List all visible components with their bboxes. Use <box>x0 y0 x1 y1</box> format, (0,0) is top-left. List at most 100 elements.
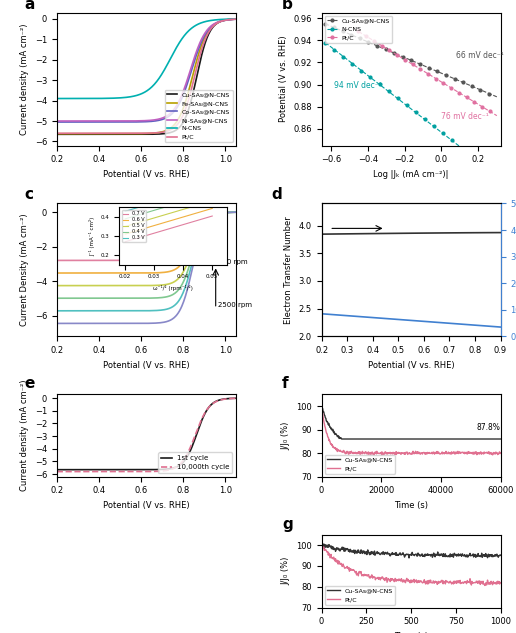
Line: N-CNS: N-CNS <box>57 19 236 99</box>
Co-SAs@N-CNS <box>163 114 169 122</box>
1st cycle <box>160 465 166 473</box>
Pt/C <box>54 130 60 137</box>
N-CNS <box>457 143 463 151</box>
Cu-SAs@N-CNS <box>338 436 345 443</box>
Pt/C <box>465 449 472 457</box>
1st cycle <box>204 405 211 413</box>
10,000th cycle <box>163 467 169 474</box>
Line: Fe-SAs@N-CNS: Fe-SAs@N-CNS <box>57 19 236 134</box>
Co-SAs@N-CNS <box>204 27 211 35</box>
Cu-SAs@N-CNS <box>318 402 325 410</box>
Cu-SAs@N-CNS <box>479 87 485 94</box>
Cu-SAs@N-CNS <box>465 436 472 443</box>
Cu-SAs@N-CNS <box>332 24 338 32</box>
Ni-SAs@N-CNS <box>163 113 169 120</box>
Cu-SAs@N-CNS <box>493 436 499 443</box>
X-axis label: Time (s): Time (s) <box>394 632 428 633</box>
Cu-SAs@N-CNS <box>497 551 504 559</box>
Cu-SAs@N-CNS <box>160 130 166 137</box>
Line: Cu-SAs@N-CNS: Cu-SAs@N-CNS <box>57 19 236 134</box>
Cu-SAs@N-CNS <box>485 89 491 97</box>
Pt/C <box>482 582 488 589</box>
N-CNS <box>159 69 166 77</box>
Cu-SAs@N-CNS <box>432 553 438 561</box>
Cu-SAs@N-CNS <box>54 130 60 138</box>
X-axis label: Potential (V vs. RHE): Potential (V vs. RHE) <box>103 170 189 179</box>
Co-SAs@N-CNS <box>159 115 166 123</box>
Pt/C <box>377 574 383 582</box>
N-CNS <box>160 68 166 75</box>
Cu-SAs@N-CNS <box>341 544 347 551</box>
10,000th cycle <box>159 467 166 475</box>
N-CNS <box>398 97 405 105</box>
Co-SAs@N-CNS <box>216 18 222 26</box>
Cu-SAs@N-CNS <box>494 93 500 101</box>
Co-SAs@N-CNS <box>54 118 60 126</box>
Pt/C <box>54 130 60 137</box>
Y-axis label: Electron Transfer Number: Electron Transfer Number <box>284 216 293 324</box>
Ni-SAs@N-CNS <box>54 117 60 125</box>
N-CNS <box>233 15 239 23</box>
Legend: 1st cycle, 10,000th cycle: 1st cycle, 10,000th cycle <box>158 452 232 473</box>
Text: f: f <box>282 376 289 391</box>
Ni-SAs@N-CNS <box>54 117 60 125</box>
Pt/C <box>340 560 346 568</box>
Legend: Cu-SAs@N-CNS, Fe-SAs@N-CNS, Co-SAs@N-CNS, Ni-SAs@N-CNS, N-CNS, Pt/C: Cu-SAs@N-CNS, Fe-SAs@N-CNS, Co-SAs@N-CNS… <box>165 89 233 142</box>
Cu-SAs@N-CNS <box>497 436 504 443</box>
N-CNS <box>54 95 60 103</box>
N-CNS <box>376 80 382 87</box>
Pt/C <box>356 28 362 35</box>
Cu-SAs@N-CNS <box>368 39 374 47</box>
Line: Pt/C: Pt/C <box>57 19 236 134</box>
Y-axis label: Current density (mA cm⁻²): Current density (mA cm⁻²) <box>20 380 29 491</box>
Ni-SAs@N-CNS <box>159 114 166 122</box>
Pt/C <box>489 109 495 116</box>
Line: Cu-SAs@N-CNS: Cu-SAs@N-CNS <box>321 544 501 558</box>
X-axis label: Log |Jₖ (mA cm⁻²)|: Log |Jₖ (mA cm⁻²)| <box>373 170 449 179</box>
Fe-SAs@N-CNS <box>160 128 166 135</box>
1st cycle <box>54 466 60 473</box>
Text: 400 rpm: 400 rpm <box>218 259 248 265</box>
Text: 66 mV dec⁻¹: 66 mV dec⁻¹ <box>456 51 504 60</box>
N-CNS <box>54 95 60 103</box>
10,000th cycle <box>233 394 239 402</box>
Cu-SAs@N-CNS <box>204 33 211 41</box>
Pt/C <box>494 112 500 120</box>
Text: 2500 rpm: 2500 rpm <box>218 302 252 308</box>
1st cycle <box>216 396 222 404</box>
1st cycle <box>233 394 239 402</box>
Pt/C <box>216 18 222 26</box>
Pt/C <box>431 579 437 587</box>
Cu-SAs@N-CNS <box>390 551 396 558</box>
Text: 87.8%: 87.8% <box>477 423 501 432</box>
X-axis label: Potential (V vs. RHE): Potential (V vs. RHE) <box>103 501 189 510</box>
N-CNS <box>163 63 169 70</box>
Ni-SAs@N-CNS <box>216 18 222 25</box>
Cu-SAs@N-CNS <box>233 15 239 23</box>
Pt/C <box>416 449 422 457</box>
Y-axis label: Potential (V vs. RHE): Potential (V vs. RHE) <box>279 36 288 122</box>
Y-axis label: J/J₀ (%): J/J₀ (%) <box>282 422 291 449</box>
Pt/C <box>405 450 411 458</box>
Pt/C <box>372 37 378 45</box>
Ni-SAs@N-CNS <box>204 26 211 34</box>
N-CNS <box>366 73 373 80</box>
Pt/C <box>159 128 166 136</box>
Cu-SAs@N-CNS <box>321 540 327 548</box>
Pt/C <box>163 128 169 135</box>
Cu-SAs@N-CNS <box>404 436 410 443</box>
Line: Pt/C: Pt/C <box>321 544 501 586</box>
Fe-SAs@N-CNS <box>54 130 60 137</box>
Pt/C <box>204 30 211 38</box>
Legend: Cu-SAs@N-CNS, Pt/C: Cu-SAs@N-CNS, Pt/C <box>325 454 395 473</box>
Cu-SAs@N-CNS <box>425 436 431 443</box>
N-CNS <box>204 17 211 25</box>
10,000th cycle <box>160 467 166 475</box>
Y-axis label: Current density (mA cm⁻²): Current density (mA cm⁻²) <box>20 23 29 135</box>
Cu-SAs@N-CNS <box>354 34 360 41</box>
Line: N-CNS: N-CNS <box>324 41 461 148</box>
Cu-SAs@N-CNS <box>405 436 411 443</box>
10,000th cycle <box>216 397 222 404</box>
Pt/C <box>408 60 414 67</box>
Line: Pt/C: Pt/C <box>321 406 501 455</box>
